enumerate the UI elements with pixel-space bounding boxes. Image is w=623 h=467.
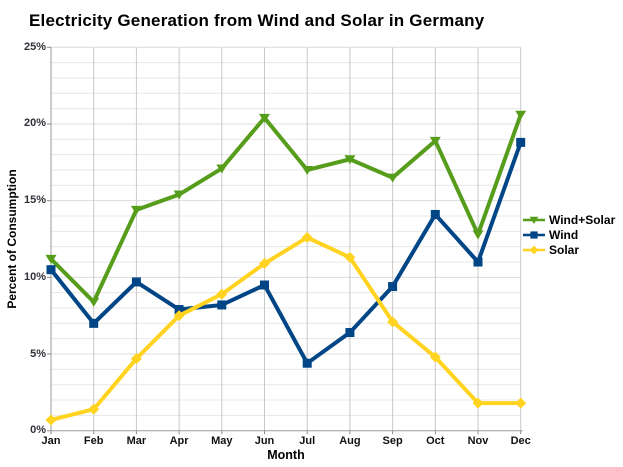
y-tick-label: 15% (23, 194, 46, 207)
data-point-marker-wind (302, 358, 312, 368)
diamond-icon (529, 245, 539, 254)
data-point-marker-wind (89, 318, 99, 328)
square-icon (530, 230, 538, 239)
legend-item-wind-solar: Wind+Solar (522, 212, 615, 227)
y-tick-label: 20% (23, 117, 46, 130)
data-point-marker-solar (45, 414, 57, 426)
legend-label: Solar (549, 242, 580, 257)
data-point-marker-wind-solar (472, 230, 484, 240)
y-tick-label: 10% (23, 270, 46, 283)
x-tick-label: Sep (382, 435, 403, 447)
data-point-marker-wind (46, 265, 56, 275)
data-point-marker-wind (260, 280, 269, 290)
data-point-marker-solar (216, 288, 228, 300)
legend-item-solar: Solar (522, 242, 615, 257)
data-point-marker-wind-solar (130, 205, 142, 215)
data-point-marker-wind (217, 300, 227, 310)
data-point-marker-wind-solar (173, 190, 185, 200)
data-point-marker-wind (388, 282, 398, 292)
x-tick-label: Oct (426, 435, 445, 447)
y-tick-label: 5% (30, 347, 46, 360)
x-tick-label: Apr (169, 435, 189, 447)
data-point-marker-wind-solar (88, 297, 100, 307)
legend-label: Wind (549, 227, 579, 242)
x-tick-label: Aug (339, 435, 361, 447)
legend-item-wind: Wind (522, 227, 615, 242)
data-point-marker-wind (131, 277, 141, 287)
data-point-marker-wind-solar (429, 136, 441, 146)
data-point-marker-solar (429, 351, 441, 363)
data-point-marker-solar (259, 258, 270, 270)
data-point-marker-solar (88, 403, 100, 415)
x-tick-label: Nov (467, 435, 489, 447)
chart-title: Electricity Generation from Wind and Sol… (29, 11, 485, 30)
data-point-marker-wind-solar (259, 113, 270, 123)
data-point-marker-wind-solar (344, 155, 356, 165)
data-point-marker-solar (301, 231, 313, 243)
series-line-solar (50, 235, 521, 422)
data-point-marker-wind (516, 137, 526, 147)
y-tick-label: 25% (23, 40, 46, 53)
data-point-marker-solar (387, 316, 399, 328)
data-point-marker-solar (472, 397, 484, 409)
data-point-marker-solar (515, 397, 527, 409)
y-tick-label: 0% (30, 424, 46, 437)
square-legend-marker-icon (523, 230, 545, 239)
data-point-marker-solar (344, 251, 356, 263)
data-point-marker-wind-solar (45, 254, 57, 264)
data-point-marker-wind-solar (216, 164, 228, 174)
diamond-legend-marker-icon (523, 245, 545, 254)
x-axis-title: Month (267, 448, 305, 462)
y-axis-title: Percent of Consumption (5, 169, 19, 309)
x-tick-label: Jan (41, 435, 61, 447)
legend: Wind+Solar Wind Solar (522, 212, 615, 257)
data-point-marker-wind (174, 305, 184, 315)
x-tick-label: Jul (299, 435, 316, 447)
data-point-marker-wind-solar (515, 110, 527, 120)
data-point-marker-solar (173, 310, 185, 322)
triangle-down-legend-marker-icon (523, 216, 545, 224)
x-tick-label: Jun (254, 435, 275, 447)
series-line-wind-solar (49, 114, 523, 306)
series-line-wind (49, 141, 523, 367)
data-point-marker-wind (345, 328, 355, 338)
data-point-marker-wind (473, 257, 483, 267)
data-point-marker-wind-solar (387, 173, 399, 183)
data-point-marker-solar (130, 353, 142, 365)
triangle-down-icon (529, 216, 539, 224)
legend-label: Wind+Solar (549, 212, 616, 227)
x-tick-label: Mar (126, 435, 147, 447)
x-tick-label: Feb (83, 435, 104, 447)
x-tick-label: May (211, 435, 233, 447)
data-point-marker-wind-solar (301, 165, 313, 175)
x-tick-label: Dec (510, 435, 531, 447)
data-point-marker-wind (430, 209, 440, 219)
